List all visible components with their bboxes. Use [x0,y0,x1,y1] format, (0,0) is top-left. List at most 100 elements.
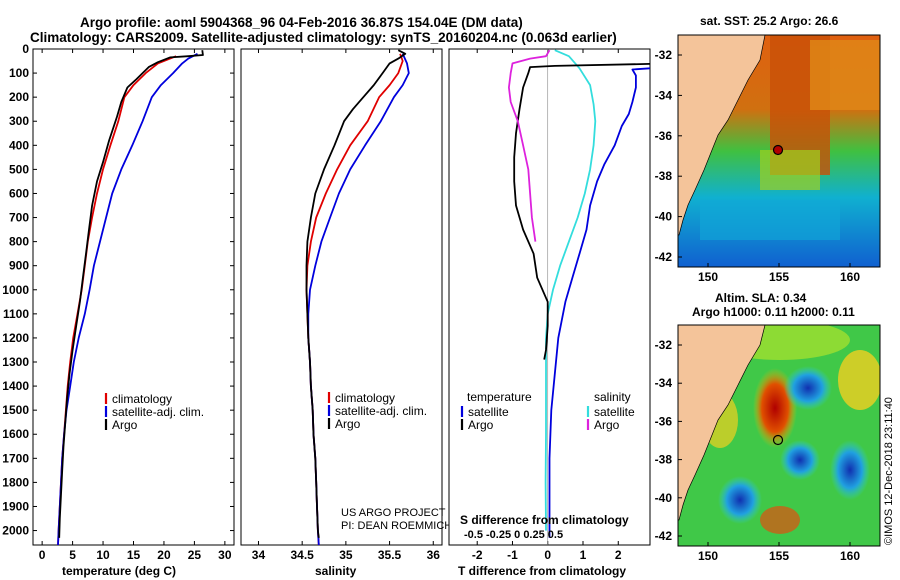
depth-tick-label: 700 [9,211,29,225]
sla-map-axes: 150 155 160 -32 -34 -36 -38 -40 -42 [655,338,861,563]
sla-map-title: Altim. SLA: 0.34 [715,291,807,305]
series-argo [305,49,407,538]
credit-line1: US ARGO PROJECT [341,507,446,519]
depth-tick-label: 900 [9,259,29,273]
temperature-x-axis: 0 5 10 15 20 25 30 [39,49,232,562]
header-line2: Climatology: CARS2009. Satellite-adjuste… [30,30,617,45]
depth-tick-label: 100 [9,66,29,80]
map-y-tick-label: -36 [655,129,673,143]
map-x-tick-label: 155 [769,549,789,563]
sst-map: 150 155 160 -32 -34 -36 -38 -40 -42 [655,34,881,284]
depth-tick-label: 1400 [2,379,29,393]
argo-location-marker [772,144,784,156]
map-y-tick-label: -34 [655,88,673,102]
legend-climatology: climatology [335,391,395,405]
x-tick-label: 1 [580,548,587,562]
legend-climatology: climatology [112,392,172,406]
map-y-tick-label: -40 [655,491,673,505]
depth-tick-label: 600 [9,186,29,200]
legend-argo: Argo [112,418,138,432]
s-difference-label: S difference from climatology [460,513,629,527]
depth-tick-label: 2000 [2,524,29,538]
map-y-tick-label: -42 [655,250,673,264]
depth-tick-label: 1000 [2,283,29,297]
sla-map: 150 155 160 -32 -34 -36 -38 -40 -42 [655,324,881,563]
temperature-panel: 0100200300400500600700800900100011001200… [2,42,650,578]
legend-s-argo: Argo [594,418,620,432]
series-argo [58,50,204,538]
map-y-tick-label: -42 [655,529,673,543]
salinity-x-axis: 34 34.5 35 35.5 36 [252,49,440,562]
x-tick-label: 20 [157,548,171,562]
legend-satellite: satellite-adj. clim. [112,405,204,419]
salinity-xlabel: salinity [315,564,357,578]
difference-panel: -2 -1 0 1 2 S difference from climatology -0… [448,48,651,578]
x-tick-label: 34.5 [290,548,314,562]
x-tick-label: 25 [188,548,202,562]
t-difference-xlabel: T difference from climatology [458,564,626,578]
x-tick-label: 15 [127,548,141,562]
depth-tick-label: 200 [9,90,29,104]
legend-temperature-title: temperature [467,390,532,404]
series-t-argo [513,63,651,360]
legend-t-argo: Argo [468,418,494,432]
legend-s-satellite: satellite [594,405,635,419]
map-x-tick-label: 160 [840,270,860,284]
temperature-lines [57,50,204,546]
depth-tick-label: 500 [9,162,29,176]
x-tick-label: 10 [96,548,110,562]
map-x-tick-label: 155 [769,270,789,284]
depth-tick-label: 300 [9,114,29,128]
x-tick-label: -2 [472,548,483,562]
x-tick-label: 34 [252,548,266,562]
depth-tick-label: 1500 [2,403,29,417]
argo-location-marker [772,434,784,446]
sst-map-axes: 150 155 160 -32 -34 -36 -38 -40 -42 [655,48,861,284]
x-tick-label: 0 [39,548,46,562]
series-s-argo [507,49,551,242]
depth-tick-label: 1100 [3,307,29,321]
x-tick-label: 2 [615,548,622,562]
salinity-lines [305,49,410,546]
depth-tick-label: 1700 [2,451,29,465]
x-tick-label: 30 [218,548,232,562]
difference-legend-left: temperature satellite Argo [460,390,532,432]
depth-tick-label: 1800 [2,475,29,489]
sst-map-title: sat. SST: 25.2 Argo: 26.6 [700,14,839,28]
map-y-tick-label: -38 [655,169,673,183]
map-y-tick-label: -32 [655,338,673,352]
map-x-tick-label: 150 [698,270,718,284]
map-y-tick-label: -40 [655,210,673,224]
map-y-tick-label: -38 [655,453,673,467]
map-x-tick-label: 160 [840,549,860,563]
depth-tick-label: 0 [22,42,29,56]
x-tick-label: 0 [544,548,551,562]
legend-salinity-title: salinity [594,390,631,404]
map-y-tick-label: -32 [655,48,673,62]
header-line1: Argo profile: aoml 5904368_96 04-Feb-201… [80,15,523,30]
depth-tick-label: 1600 [2,427,29,441]
difference-legend-right: salinity satellite Argo [586,390,635,432]
difference-x-axis: -2 -1 0 1 2 [472,49,622,562]
salinity-panel: 34 34.5 35 35.5 36 salinity climatology sate… [240,48,452,578]
x-tick-label: -1 [507,548,518,562]
depth-tick-label: 1200 [2,331,29,345]
depth-tick-label: 400 [9,138,29,152]
s-difference-ticks: -0.5 -0.25 0 0.25 0.5 [464,529,563,541]
watermark: ©IMOS 12-Dec-2018 23:11:40 [883,397,895,545]
legend-t-satellite: satellite [468,405,509,419]
depth-tick-label: 800 [9,235,29,249]
series-t-satellite [548,67,651,538]
map-x-tick-label: 150 [698,549,718,563]
legend-argo: Argo [335,417,361,431]
x-tick-label: 35 [339,548,353,562]
map-y-tick-label: -34 [655,376,673,390]
salinity-legend: climatology satellite-adj. clim. Argo [327,391,427,431]
credit-line2: PI: DEAN ROEMMICH [341,520,452,532]
temperature-legend: climatology satellite-adj. clim. Argo [104,392,204,432]
legend-satellite: satellite-adj. clim. [335,404,427,418]
depth-tick-label: 1900 [2,499,29,513]
x-tick-label: 36 [427,548,441,562]
depth-tick-label: 1300 [2,355,29,369]
